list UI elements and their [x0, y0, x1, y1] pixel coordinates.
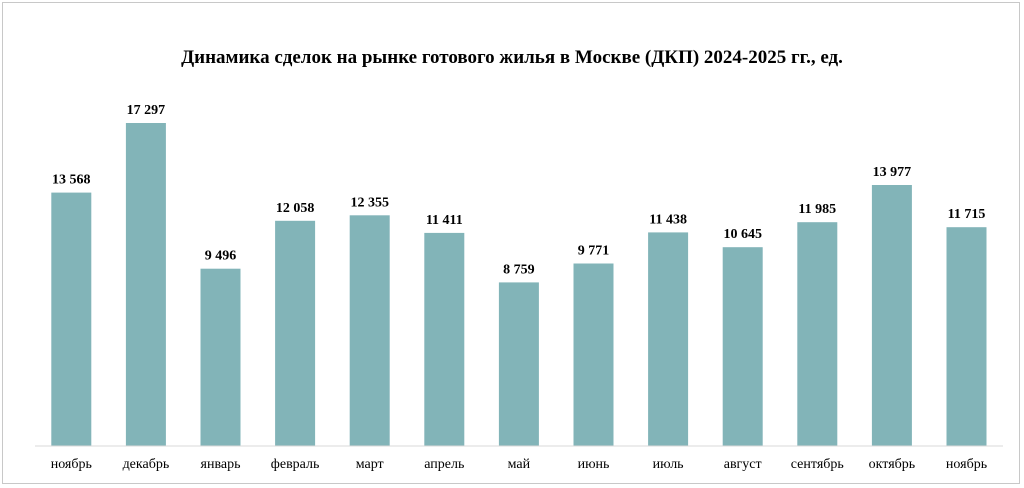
bar-7: [573, 263, 614, 446]
value-label-0: 13 568: [52, 173, 91, 188]
value-label-11: 13 977: [873, 165, 912, 180]
category-label-11: октябрь: [869, 457, 916, 472]
value-label-4: 12 355: [350, 195, 389, 210]
bar-8: [648, 232, 689, 446]
category-label-6: май: [508, 457, 531, 472]
category-label-1: декабрь: [123, 457, 170, 472]
value-label-6: 8 759: [503, 262, 535, 277]
category-label-3: февраль: [271, 457, 320, 472]
category-label-8: июль: [653, 457, 684, 472]
category-label-5: апрель: [424, 457, 464, 472]
bar-5: [424, 232, 465, 446]
value-label-5: 11 411: [426, 213, 463, 228]
category-label-12: ноябрь: [946, 457, 987, 472]
category-label-4: март: [356, 457, 384, 472]
bar-3: [275, 220, 316, 446]
bar-6: [498, 282, 539, 446]
chart-title: Динамика сделок на рынке готового жилья …: [181, 47, 843, 68]
category-label-10: сентябрь: [791, 457, 844, 472]
bar-0: [51, 192, 92, 446]
value-labels-group: 13 568 17 297 9 496 12 058 12 355 11 411 8 759…: [52, 103, 985, 277]
value-label-2: 9 496: [205, 249, 237, 264]
value-label-9: 10 645: [723, 227, 762, 242]
bar-12: [946, 227, 987, 446]
bar-4: [349, 215, 390, 446]
bar-11: [871, 185, 912, 446]
value-label-3: 12 058: [276, 201, 315, 216]
category-label-9: август: [724, 457, 762, 472]
value-label-12: 11 715: [948, 207, 986, 222]
value-label-8: 11 438: [649, 212, 687, 227]
category-label-2: январь: [201, 457, 241, 472]
bar-1: [125, 123, 166, 446]
value-label-10: 11 985: [798, 202, 836, 217]
bars-group: [51, 123, 987, 446]
bar-10: [797, 222, 838, 446]
category-label-0: ноябрь: [51, 457, 92, 472]
value-label-1: 17 297: [127, 103, 166, 118]
value-label-7: 9 771: [578, 244, 610, 259]
category-label-7: июнь: [578, 457, 610, 472]
bar-9: [722, 247, 763, 446]
category-labels-group: ноябрь декабрь январь февраль март апрель май и…: [51, 457, 987, 472]
bar-2: [200, 268, 241, 446]
